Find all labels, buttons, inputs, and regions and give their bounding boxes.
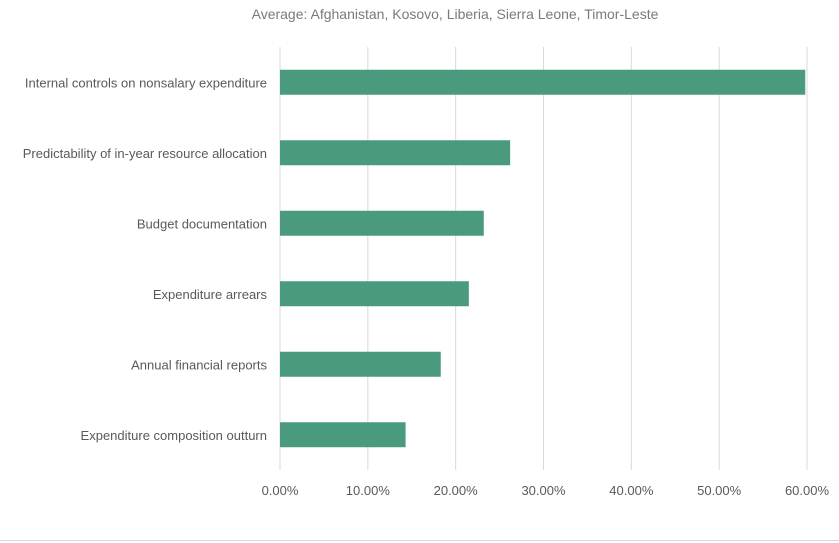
category-label: Expenditure composition outturn [81,428,267,443]
x-tick-label: 0.00% [262,483,299,498]
category-label: Annual financial reports [131,357,267,372]
bar [280,422,406,448]
x-tick-label: 20.00% [434,483,479,498]
category-label: Expenditure arrears [153,287,268,302]
chart-bottom-border [0,540,839,541]
x-tick-label: 60.00% [785,483,830,498]
chart-title: Average: Afghanistan, Kosovo, Liberia, S… [251,6,659,22]
x-tick-label: 30.00% [521,483,566,498]
bar [280,281,469,307]
category-label: Internal controls on nonsalary expenditu… [25,75,267,90]
bar [280,351,441,377]
x-tick-label: 10.00% [346,483,391,498]
bar [280,69,806,95]
x-tick-label: 50.00% [697,483,742,498]
bar [280,210,484,236]
x-tick-label: 40.00% [609,483,654,498]
bar [280,140,511,166]
category-label: Budget documentation [137,216,267,231]
category-label: Predictability of in-year resource alloc… [23,146,267,161]
